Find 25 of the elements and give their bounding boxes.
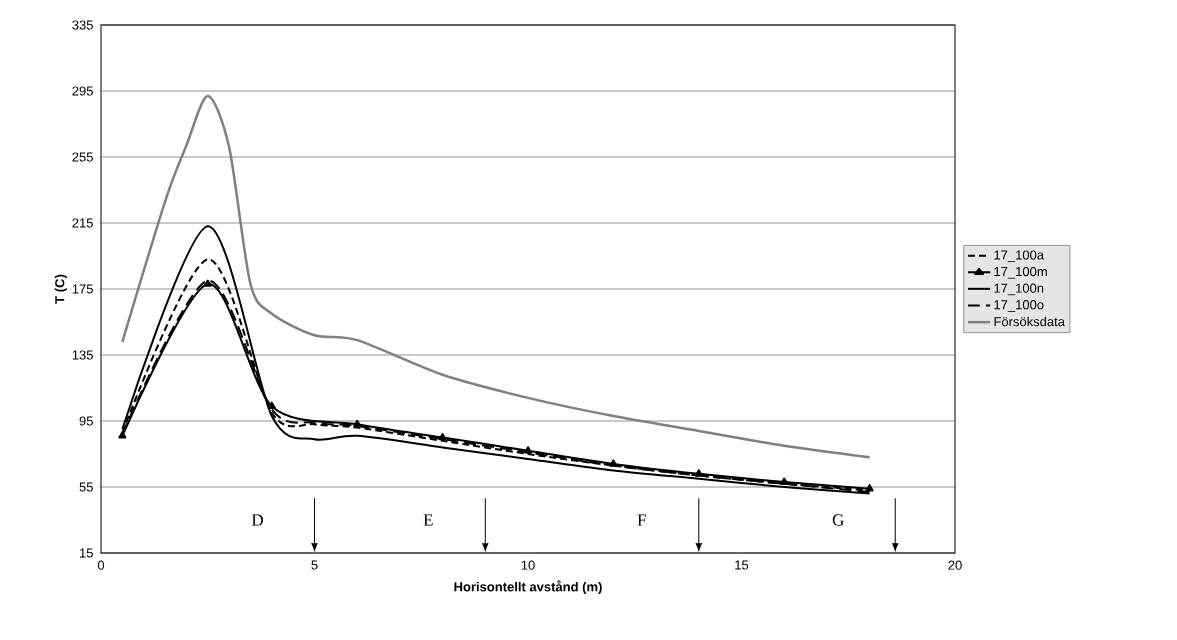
y-tick-label: 255 — [72, 152, 93, 162]
x-tick-label: 15 — [735, 560, 749, 570]
legend-label: 17_100a — [994, 250, 1045, 263]
legend-label: 17_100m — [994, 266, 1047, 279]
annotation: D — [251, 514, 263, 526]
y-tick-label: 15 — [80, 548, 93, 558]
y-tick-label: 215 — [72, 218, 93, 228]
annotation: G — [832, 514, 844, 526]
legend-label: 17_100o — [994, 300, 1044, 312]
y-tick-label: 335 — [72, 20, 93, 30]
annotation: E — [423, 514, 433, 526]
x-tick-label: 5 — [311, 560, 318, 570]
x-tick-label: 0 — [97, 560, 105, 570]
x-tick-label: 20 — [948, 560, 962, 570]
legend-label: Försöksdata — [994, 316, 1065, 327]
x-axis-title: Horisontellt avstånd (m) — [454, 580, 602, 594]
y-tick-label: 95 — [79, 416, 93, 426]
y-tick-label: 295 — [72, 86, 93, 96]
x-tick-label: 10 — [521, 560, 535, 570]
y-tick-label: 55 — [79, 482, 93, 492]
annotation: F — [637, 514, 646, 526]
legend-label: 17_100n — [994, 283, 1044, 296]
y-tick-label: 135 — [72, 350, 93, 360]
y-tick-label: 175 — [72, 284, 93, 294]
y-axis-title: T (C) — [54, 274, 67, 304]
